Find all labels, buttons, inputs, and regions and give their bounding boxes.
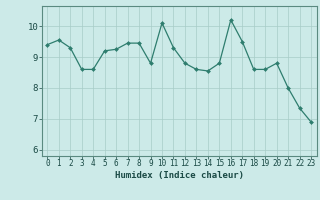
X-axis label: Humidex (Indice chaleur): Humidex (Indice chaleur) bbox=[115, 171, 244, 180]
